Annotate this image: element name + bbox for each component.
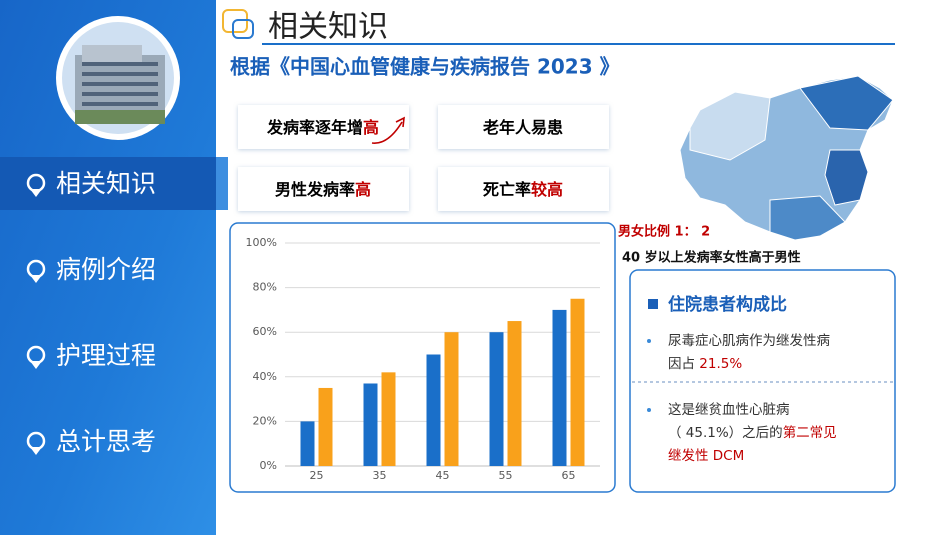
bar: [570, 298, 585, 466]
menu-highlight-tab: [216, 157, 228, 210]
fact-box: [238, 167, 409, 211]
fact-segment: 发病率逐年增: [266, 118, 363, 137]
fact-segment: 较高: [531, 180, 563, 199]
x-tick-label: 25: [310, 469, 324, 482]
fact-segment: 高: [363, 118, 379, 137]
x-tick-label: 45: [436, 469, 450, 482]
bar: [552, 309, 567, 466]
bar: [507, 321, 522, 466]
chart: 0% 20% 40% 60% 80% 100% 25 35 45 55 65: [246, 236, 600, 482]
menu-icon: [30, 189, 42, 197]
x-tick-label: 35: [373, 469, 387, 482]
photo-building: [75, 45, 165, 124]
y-tick-label: 20%: [253, 414, 277, 427]
rise-arrow: [371, 121, 403, 144]
fact-segment: 高: [355, 180, 371, 199]
header-title: 相关知识: [268, 10, 388, 45]
item-line: （ 45.1%）之后的第二常见: [668, 424, 837, 441]
item-segment: 尿毒症心肌病作为继发性病: [668, 333, 830, 349]
item-line: 因占 21.5%: [668, 356, 742, 372]
item-bullet: [647, 339, 651, 343]
fact-box: [438, 105, 609, 149]
header-icon: [232, 19, 254, 39]
x-tick-label: 65: [562, 469, 576, 482]
panel-bullet: [648, 299, 658, 309]
menu-item[interactable]: 护理过程: [56, 341, 156, 370]
menu-icon: [30, 447, 42, 455]
fact-segment: 老年人易患: [482, 118, 563, 137]
x-tick-label: 55: [499, 469, 513, 482]
item-segment: 这是继贫血性心脏病: [668, 401, 790, 418]
rise-arrow-head: [395, 116, 405, 128]
bar: [318, 387, 333, 466]
item-bullet: [647, 408, 651, 412]
y-tick-label: 0%: [260, 459, 277, 472]
menu-icon: [30, 361, 42, 369]
y-tick-label: 40%: [253, 370, 277, 383]
bar: [426, 354, 441, 466]
subtitle: 根据《中国心血管健康与疾病报告 2023 》: [230, 55, 620, 79]
fact-text: 男性发病率高: [275, 180, 371, 199]
menu-item[interactable]: 病例介绍: [56, 255, 156, 284]
menu-item[interactable]: 总计思考: [56, 427, 156, 456]
panel-title: 住院患者构成比: [668, 294, 787, 315]
item-segment: 继发性 DCM: [668, 448, 744, 464]
item-line: 这是继贫血性心脏病: [668, 401, 790, 418]
item-segment: 因占: [668, 356, 699, 372]
bar: [381, 372, 396, 466]
item-line: 尿毒症心肌病作为继发性病: [668, 333, 830, 349]
y-tick-label: 80%: [253, 281, 277, 294]
item-segment: 21.5%: [699, 356, 742, 372]
fact-segment: 死亡率: [483, 180, 531, 199]
menu-icon: [30, 275, 42, 283]
fact-text: 死亡率较高: [483, 180, 563, 199]
y-tick-label: 60%: [253, 325, 277, 338]
china-map: [679, 75, 894, 241]
y-tick-label: 100%: [246, 236, 277, 249]
menu-highlight: [0, 157, 228, 210]
bar: [444, 332, 459, 466]
menu-item[interactable]: 相关知识: [56, 169, 156, 198]
bar: [489, 332, 504, 466]
fact-box: [438, 167, 609, 211]
info-panel: [629, 269, 896, 493]
item-segment: （ 45.1%）之后的: [668, 425, 783, 441]
age-note: 40 岁以上发病率女性高于男性: [622, 250, 801, 266]
bar: [363, 383, 378, 466]
fact-segment: 男性发病率: [275, 180, 355, 199]
bar: [300, 421, 315, 466]
item-segment: 第二常见: [783, 424, 837, 441]
fact-text: 老年人易患: [482, 118, 563, 137]
fact-text: 发病率逐年增高: [266, 118, 379, 137]
item-line: 继发性 DCM: [668, 448, 744, 464]
ratio-note: 男女比例 1： 2: [618, 224, 710, 240]
